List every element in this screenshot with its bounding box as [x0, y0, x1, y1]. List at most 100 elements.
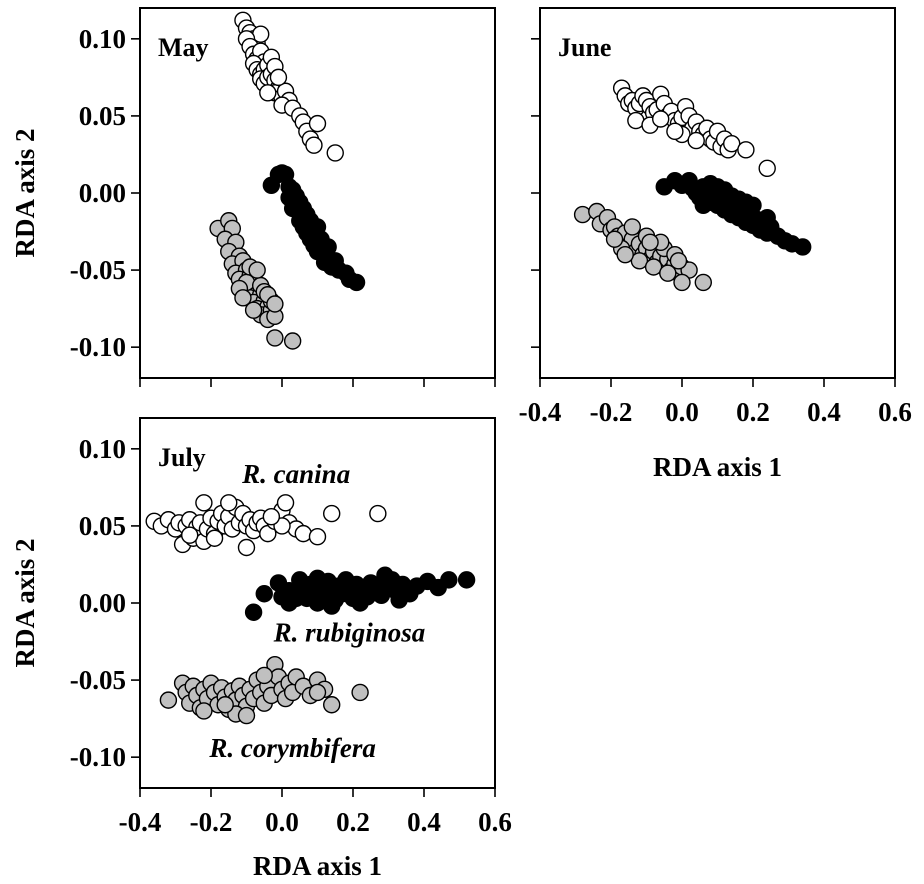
panel-june: -0.4 -0.2 0.0 0.2 0.4 0.6 RDA axis 1 June: [519, 7, 912, 482]
x-axis-label: RDA axis 1: [253, 851, 382, 881]
data-point: [694, 196, 712, 215]
data-point: [237, 706, 256, 725]
data-point: [308, 569, 327, 588]
y-tick-label: 0.10: [79, 434, 126, 464]
data-point: [723, 134, 741, 153]
data-point: [159, 691, 178, 709]
data-point: [666, 122, 684, 141]
data-point: [457, 571, 476, 589]
y-axis-label: RDA axis 2: [10, 128, 40, 257]
data-point: [298, 205, 316, 224]
y-tick-label: -0.10: [70, 332, 126, 362]
data-point: [195, 494, 213, 512]
data-point: [351, 594, 369, 612]
panel-july: -0.4 -0.2 0.0 0.2 0.4 0.6 0.10 0.05 0.00 -0.05 -0.…: [10, 417, 512, 881]
data-point: [573, 205, 592, 224]
data-point: [440, 571, 458, 589]
series-rubiginosa: [655, 171, 812, 256]
y-axis-label: RDA axis 2: [10, 538, 40, 667]
data-point: [758, 159, 776, 178]
x-tick-label: 0.0: [265, 807, 299, 837]
series-canina: [612, 79, 776, 178]
series-canina: [145, 494, 387, 557]
series-rubiginosa: [244, 566, 476, 621]
y-tick-label: 0.05: [79, 511, 126, 541]
panel-title: May: [158, 33, 209, 62]
data-point: [652, 110, 670, 128]
data-point: [347, 273, 366, 292]
species-label: R. rubiginosa: [273, 618, 426, 648]
data-point: [269, 68, 288, 87]
y-tick-label: 0.10: [79, 24, 126, 54]
data-point: [644, 258, 663, 276]
data-point: [630, 252, 649, 270]
data-point: [390, 591, 408, 609]
series-canina: [234, 11, 344, 162]
series-rubiginosa: [262, 164, 366, 292]
x-tick-label: -0.4: [119, 807, 162, 837]
data-point: [641, 233, 659, 252]
data-point: [758, 208, 776, 227]
data-point: [694, 273, 712, 292]
data-point: [708, 178, 727, 196]
data-point: [737, 141, 755, 159]
data-point: [255, 666, 273, 685]
data-point: [216, 696, 234, 714]
x-tick-label: 0.6: [878, 397, 912, 427]
x-axis-label: RDA axis 1: [653, 452, 782, 482]
x-tick-label: -0.4: [519, 397, 562, 427]
x-tick-label: 0.4: [807, 397, 841, 427]
y-tick-label: 0.00: [79, 178, 126, 208]
data-point: [255, 585, 273, 603]
species-label: R. corymbifera: [208, 733, 375, 763]
panel-may: 0.10 0.05 0.00 -0.05 -0.10 RDA axis 2 May: [10, 7, 496, 387]
data-point: [323, 504, 341, 523]
y-tick-label: -0.05: [70, 255, 126, 285]
x-tick-label: 0.2: [336, 807, 370, 837]
data-point: [319, 238, 337, 256]
data-point: [305, 136, 323, 154]
data-point: [180, 526, 199, 544]
series-corymbifera: [573, 202, 712, 292]
x-tick-label: 0.0: [665, 397, 699, 427]
x-tick-label: -0.2: [590, 397, 633, 427]
data-point: [605, 230, 624, 248]
data-point: [723, 187, 741, 205]
data-point: [794, 238, 812, 256]
x-tick-label: 0.4: [407, 807, 441, 837]
panel-title: July: [158, 443, 206, 472]
data-point: [266, 295, 284, 313]
x-tick-label: -0.2: [190, 807, 233, 837]
plot-frame: [139, 7, 496, 379]
data-point: [323, 597, 341, 615]
data-point: [351, 683, 369, 702]
y-tick-label: -0.05: [70, 665, 126, 695]
data-point: [244, 603, 263, 621]
data-point: [283, 332, 302, 350]
data-point: [669, 252, 688, 270]
y-tick-label: -0.10: [70, 742, 126, 772]
data-point: [659, 264, 677, 282]
data-point: [369, 504, 387, 523]
data-point: [248, 261, 266, 279]
data-point: [673, 273, 691, 292]
species-label: R. canina: [241, 459, 350, 489]
data-point: [326, 144, 344, 162]
data-point: [687, 131, 705, 150]
data-point: [308, 218, 327, 236]
data-point: [220, 494, 238, 512]
data-point: [244, 301, 263, 319]
data-point: [294, 524, 312, 543]
data-point: [259, 84, 277, 102]
x-tick-label: 0.6: [478, 807, 512, 837]
data-point: [262, 507, 281, 526]
y-tick-label: 0.00: [79, 588, 126, 618]
y-tick-label: 0.05: [79, 101, 126, 131]
data-point: [280, 594, 298, 612]
data-point: [234, 289, 252, 307]
data-point: [737, 193, 755, 211]
data-point: [308, 528, 327, 546]
panel-title: June: [558, 33, 611, 62]
data-point: [616, 245, 634, 264]
